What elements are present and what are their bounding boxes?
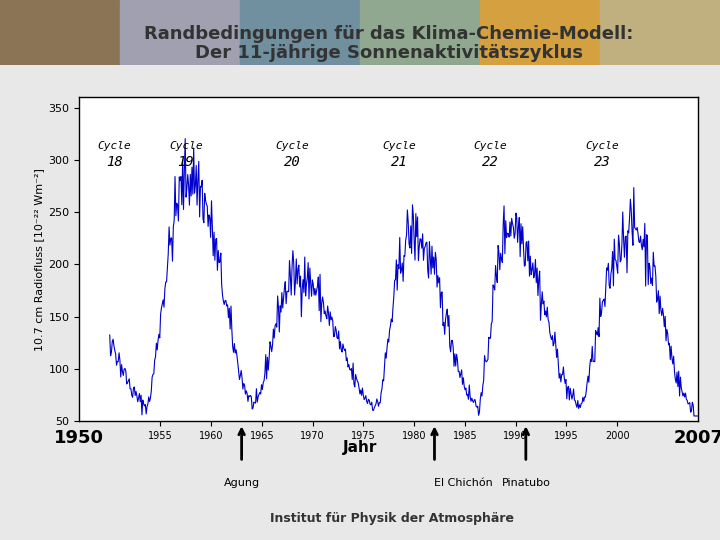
Text: Der 11-jährige Sonnenaktivitätszyklus: Der 11-jährige Sonnenaktivitätszyklus (195, 44, 582, 62)
Text: 22: 22 (482, 154, 499, 168)
Text: Institut für Physik der Atmosphäre: Institut für Physik der Atmosphäre (271, 512, 514, 525)
Bar (240, 0, 360, 65)
Bar (600, 0, 720, 65)
Text: Cycle: Cycle (474, 141, 507, 151)
Text: 21: 21 (390, 154, 408, 168)
Bar (120, 0, 240, 65)
Y-axis label: 10.7 cm Radiofluss [10⁻²² Wm⁻²]: 10.7 cm Radiofluss [10⁻²² Wm⁻²] (34, 168, 44, 350)
Text: Agung: Agung (223, 478, 260, 488)
Text: Cycle: Cycle (276, 141, 310, 151)
Text: El Chichón: El Chichón (434, 478, 493, 488)
Text: Cycle: Cycle (169, 141, 202, 151)
Text: Randbedingungen für das Klima-Chemie-Modell:: Randbedingungen für das Klima-Chemie-Mod… (144, 25, 634, 43)
Text: Jahr: Jahr (343, 440, 377, 455)
Text: 19: 19 (177, 154, 194, 168)
Text: 20: 20 (284, 154, 301, 168)
Text: Cycle: Cycle (585, 141, 619, 151)
Bar (0, 0, 120, 65)
Text: 18: 18 (107, 154, 123, 168)
Text: 1950: 1950 (54, 429, 104, 447)
Text: Cycle: Cycle (98, 141, 132, 151)
Text: Pinatubo: Pinatubo (501, 478, 550, 488)
Text: 23: 23 (593, 154, 611, 168)
Text: 2007: 2007 (673, 429, 720, 447)
Bar (480, 0, 600, 65)
Bar (360, 0, 480, 65)
Text: Cycle: Cycle (382, 141, 416, 151)
